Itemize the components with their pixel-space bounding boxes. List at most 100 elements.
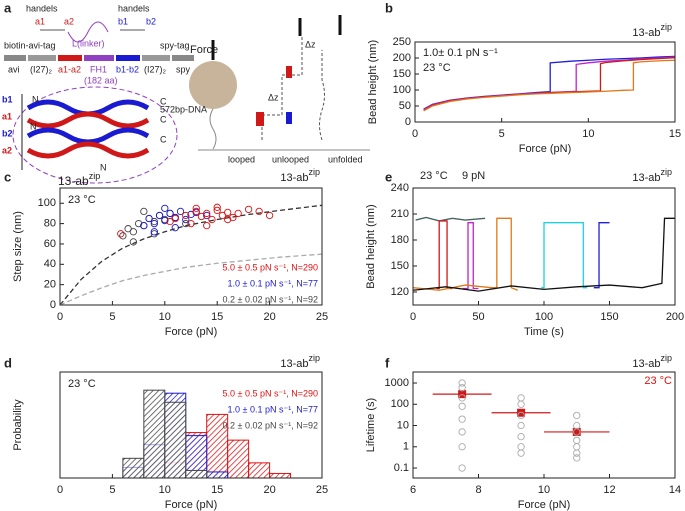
point (517, 394, 525, 402)
x-tick-label: 6 (410, 484, 416, 496)
y-tick-label: 180 (391, 234, 409, 246)
x-tick-label: 5 (109, 311, 115, 323)
panel: d 13-abzip 23 °C Force (pN) Probability 0 5 10 1… (4, 353, 328, 511)
label: L(linker) (72, 38, 105, 48)
x-tick-label: 200 (666, 311, 684, 323)
point (161, 216, 169, 225)
panel: b 13-abzip 1.0± 0.1 pN s⁻¹ 23 °C Force (pN) B… (367, 0, 681, 154)
plot-area (122, 389, 292, 478)
bar (227, 439, 250, 478)
point (517, 443, 525, 451)
label: Δz (268, 92, 279, 102)
y-axis-label: Bead height (nm) (367, 40, 379, 124)
data-line (436, 220, 453, 290)
x-tick-label: 100 (535, 311, 553, 323)
point (234, 209, 242, 218)
data-line (462, 222, 479, 290)
label: unfolded (328, 154, 363, 164)
point (572, 427, 581, 436)
label: b1 (2, 94, 13, 104)
point (517, 411, 525, 420)
x-axis-label: Force (pN) (165, 499, 218, 511)
point (176, 207, 185, 216)
point (573, 411, 581, 420)
point (208, 215, 216, 224)
annotation: 23 °C (68, 378, 96, 390)
x-tick-label: 150 (600, 311, 618, 323)
label: spy (176, 64, 191, 74)
point (573, 436, 581, 445)
point (129, 238, 138, 246)
terminus: C (160, 96, 167, 106)
y-tick-label: 20 (44, 279, 56, 291)
point (255, 207, 263, 216)
terminus: C (160, 114, 167, 124)
point (140, 207, 148, 216)
legend-entry: 5.0 ± 0.5 pN s⁻¹, N=290 (223, 262, 319, 272)
point (161, 204, 169, 212)
legend-entry: 0.2 ± 0.02 pN s⁻¹, N=92 (223, 420, 319, 430)
point (458, 384, 466, 392)
construct-name: 13-abzip (58, 171, 100, 188)
y-tick-label: 80 (44, 218, 56, 230)
dna (209, 108, 217, 150)
point (517, 449, 525, 457)
y-tick-label: 120 (391, 286, 409, 298)
point (197, 212, 206, 221)
plot-area (432, 379, 610, 472)
x-tick-label: 20 (263, 484, 275, 496)
data-line (423, 59, 675, 112)
y-tick-label: 1 (403, 441, 409, 453)
data-line (413, 217, 519, 291)
bead (189, 61, 237, 109)
label: b1-b2 (116, 64, 139, 74)
x-axis-label: Force (pN) (165, 326, 218, 338)
x-tick-label: 10 (159, 311, 171, 323)
point (218, 211, 227, 220)
y-axis-label: Lifetime (s) (365, 398, 377, 452)
terminus: N (30, 121, 37, 131)
point (517, 432, 525, 441)
annotation: 9 pN (462, 170, 485, 182)
data-line (423, 56, 675, 111)
label: 572bp-DNA (160, 104, 207, 114)
x-tick-label: 20 (263, 311, 275, 323)
y-tick-label: 240 (391, 182, 409, 194)
point (203, 209, 211, 218)
bar (269, 472, 292, 478)
point (458, 443, 466, 451)
plot-frame (59, 187, 323, 306)
linker (67, 21, 109, 43)
y-tick-label: 250 (393, 36, 411, 48)
chart-title: 13-abzip (280, 167, 320, 184)
point (117, 230, 125, 238)
x-tick-label: 25 (316, 311, 328, 323)
y-tick-label: 210 (391, 208, 409, 220)
y-tick-label: 100 (391, 398, 409, 410)
x-tick-label: 0 (57, 484, 63, 496)
panel-letter: a (4, 0, 12, 15)
x-tick-label: 10 (159, 484, 171, 496)
point (129, 228, 138, 236)
data-line (593, 222, 610, 289)
panel-a: a handels handels a1 a2 b1 b2 L(linker) … (2, 0, 370, 188)
legend-entry: 0.2 ± 0.02 pN s⁻¹, N=92 (223, 294, 319, 304)
point (171, 224, 179, 232)
plot-frame (412, 371, 676, 479)
point (213, 203, 221, 211)
legend-entry: 1.0 ± 0.1 pN s⁻¹, N=77 (228, 278, 318, 288)
point (213, 206, 221, 215)
bar (143, 389, 166, 478)
plot-area (423, 55, 675, 112)
annotation: 23 °C (644, 375, 672, 387)
label: b2 (2, 128, 13, 138)
bar (164, 401, 187, 478)
point (229, 213, 237, 222)
point (573, 421, 581, 430)
y-tick-label: 200 (393, 52, 411, 64)
label: Δz (305, 39, 316, 49)
x-tick-label: 0 (57, 311, 63, 323)
y-tick-label: 50 (399, 100, 411, 112)
point (458, 402, 466, 410)
